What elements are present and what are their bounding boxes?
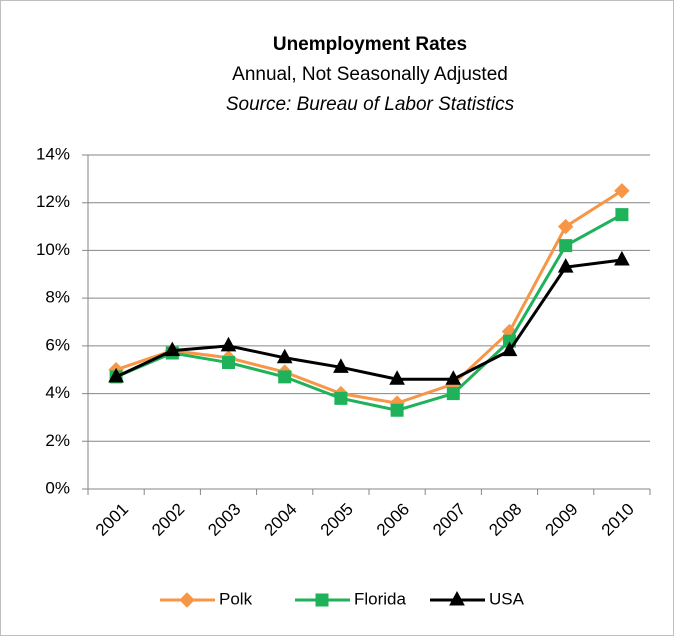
y-tick-label: 10% [36, 240, 70, 259]
data-point [389, 370, 405, 385]
data-point [557, 218, 574, 235]
data-point [278, 370, 292, 384]
chart-title: Unemployment Rates [273, 34, 467, 55]
y-tick-label: 8% [45, 288, 70, 307]
data-point [557, 258, 574, 273]
data-point [614, 183, 630, 199]
legend-label: Florida [354, 589, 407, 608]
y-tick-label: 6% [45, 335, 70, 354]
series-line [115, 213, 623, 412]
data-point [614, 250, 630, 266]
data-point [559, 239, 573, 253]
data-point [220, 336, 237, 352]
chart-source: Source: Bureau of Labor Statistics [226, 94, 515, 115]
legend-label: USA [489, 589, 525, 608]
data-point [222, 356, 235, 370]
data-point [276, 348, 293, 364]
chart-subtitle: Annual, Not Seasonally Adjusted [232, 64, 508, 85]
legend-marker [449, 590, 465, 606]
data-point [445, 370, 462, 385]
data-point [108, 367, 124, 383]
data-point [501, 341, 518, 357]
y-tick-label: 4% [45, 383, 70, 402]
data-point [333, 358, 349, 373]
legend-marker [315, 593, 329, 607]
y-tick-label: 2% [45, 431, 70, 450]
y-tick-label: 12% [36, 192, 70, 211]
data-point [390, 403, 404, 417]
data-point [446, 387, 460, 401]
y-tick-label: 0% [45, 478, 70, 497]
series-line [115, 189, 623, 405]
y-tick-label: 14% [36, 144, 70, 163]
data-point [164, 341, 181, 357]
legend-label: Polk [219, 589, 253, 608]
data-point [615, 208, 629, 222]
legend-marker [179, 592, 195, 608]
data-point [334, 391, 348, 405]
series-line [115, 258, 623, 381]
